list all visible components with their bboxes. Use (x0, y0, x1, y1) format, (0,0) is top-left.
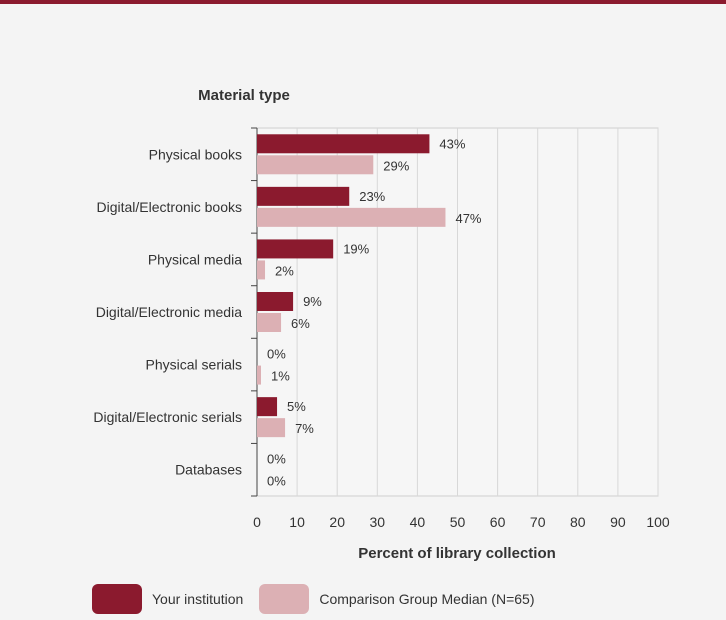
bar-comparison-group (257, 418, 286, 438)
bar-your-institution (257, 239, 334, 259)
x-tick-label: 30 (370, 514, 386, 530)
category-label: Databases (175, 462, 242, 478)
x-tick-label: 10 (289, 514, 305, 530)
x-tick-labels: 0 10 20 30 40 50 60 70 80 90 100 (253, 514, 670, 530)
bar-your-institution (257, 397, 278, 417)
header-bar (0, 0, 726, 4)
legend-swatch-comparison-group (259, 584, 310, 614)
data-label: 9% (303, 294, 322, 309)
data-label: 43% (439, 136, 465, 151)
data-label: 29% (383, 158, 409, 173)
grid (251, 127, 659, 497)
data-label: 5% (287, 399, 306, 414)
data-label: 23% (359, 189, 385, 204)
category-label: Digital/Electronic books (96, 199, 242, 215)
bar-comparison-group (257, 365, 262, 385)
bar-comparison-group (257, 313, 282, 332)
x-tick-label: 20 (329, 514, 345, 530)
data-label: 47% (455, 211, 481, 226)
bar-your-institution (257, 292, 294, 311)
category-label: Digital/Electronic serials (93, 409, 242, 425)
data-label: 7% (295, 421, 314, 436)
x-axis-title: Percent of library collection (358, 545, 556, 562)
chart-title: Material type (198, 87, 290, 104)
legend: Your institution Comparison Group Median… (92, 584, 550, 614)
bar-your-institution (257, 134, 430, 154)
data-label: 0% (267, 347, 286, 362)
x-tick-label: 70 (530, 514, 546, 530)
legend-swatch-your-institution (92, 584, 142, 614)
bar-comparison-group (257, 260, 266, 280)
x-tick-label: 60 (490, 514, 506, 530)
legend-label-comparison-group: Comparison Group Median (N=65) (319, 591, 535, 607)
category-label: Digital/Electronic media (96, 304, 242, 320)
category-labels: Physical books Digital/Electronic books Ph… (93, 146, 242, 477)
bar-comparison-group (257, 155, 374, 175)
data-label: 0% (267, 474, 286, 489)
x-tick-label: 0 (253, 514, 261, 530)
x-tick-label: 80 (570, 514, 586, 530)
data-label: 19% (343, 241, 369, 256)
data-label: 1% (271, 369, 290, 384)
x-tick-label: 100 (646, 514, 670, 530)
x-tick-label: 50 (450, 514, 466, 530)
legend-label-your-institution: Your institution (152, 591, 244, 607)
bar-your-institution (257, 186, 350, 206)
category-label: Physical serials (146, 357, 242, 373)
bars: 43% 29% 23% 47% 19% 2% 9% 6% 0% 1% 5% 7% 0% 0% (257, 134, 482, 489)
legend-item-your-institution: Your institution (92, 584, 243, 614)
bar-chart: Material type 43% 29% 23% 47% 19% 2% 9% 6% 0% 1% 5… (93, 87, 670, 562)
x-tick-label: 40 (410, 514, 426, 530)
category-label: Physical media (148, 251, 242, 267)
data-label: 6% (291, 316, 310, 331)
data-label: 2% (275, 263, 294, 278)
category-label: Physical books (149, 146, 242, 162)
bar-comparison-group (257, 207, 446, 227)
x-tick-label: 90 (610, 514, 626, 530)
data-label: 0% (267, 452, 286, 467)
legend-item-comparison-group: Comparison Group Median (N=65) (259, 584, 534, 614)
